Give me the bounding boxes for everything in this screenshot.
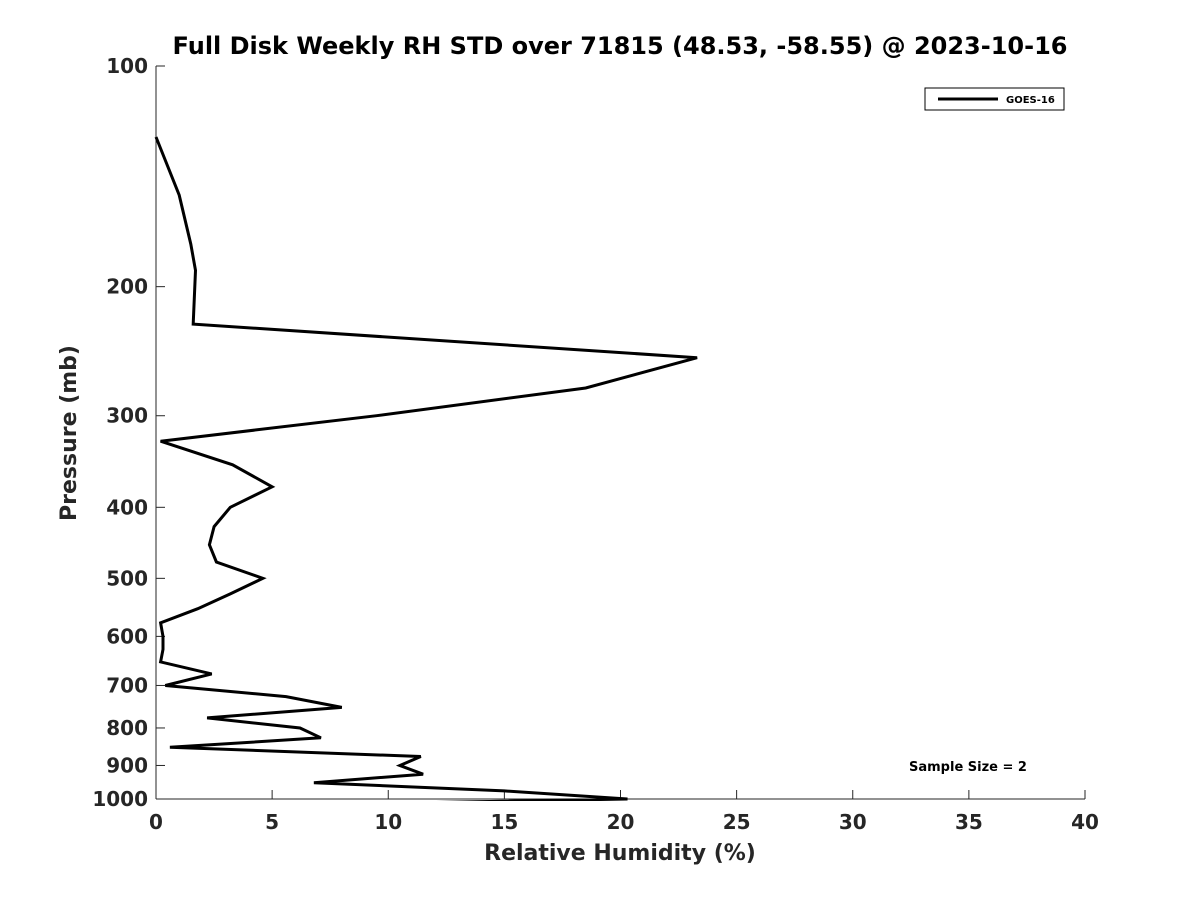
y-tick-label: 1000 bbox=[92, 787, 148, 811]
x-tick-label: 0 bbox=[149, 810, 163, 834]
x-axis-label: Relative Humidity (%) bbox=[484, 841, 756, 866]
y-tick-label: 200 bbox=[106, 275, 148, 299]
x-axis-ticks: 0 5 10 15 20 25 30 35 40 bbox=[149, 790, 1099, 834]
y-tick-label: 400 bbox=[106, 495, 148, 519]
y-axis-ticks: 100 200 300 400 500 600 700 800 900 1000 bbox=[92, 54, 165, 811]
y-tick-label: 700 bbox=[106, 673, 148, 697]
y-tick-label: 600 bbox=[106, 624, 148, 648]
x-tick-label: 5 bbox=[265, 810, 279, 834]
chart-title: Full Disk Weekly RH STD over 71815 (48.5… bbox=[173, 32, 1068, 60]
legend-label-goes-16: GOES-16 bbox=[1006, 95, 1055, 106]
y-tick-label: 800 bbox=[106, 716, 148, 740]
x-tick-label: 15 bbox=[490, 810, 518, 834]
axes bbox=[155, 66, 1085, 800]
y-axis-label: Pressure (mb) bbox=[57, 345, 82, 521]
y-tick-label: 900 bbox=[106, 753, 148, 777]
y-tick-label: 500 bbox=[106, 566, 148, 590]
series-group bbox=[154, 136, 698, 801]
x-tick-label: 25 bbox=[723, 810, 751, 834]
x-tick-label: 40 bbox=[1071, 810, 1099, 834]
y-tick-label: 300 bbox=[106, 404, 148, 428]
x-tick-label: 35 bbox=[955, 810, 983, 834]
sample-size-annotation: Sample Size = 2 bbox=[909, 760, 1027, 775]
x-tick-label: 30 bbox=[839, 810, 867, 834]
legend: GOES-16 bbox=[924, 87, 1065, 111]
series-line-goes-16 bbox=[154, 136, 698, 801]
x-tick-label: 20 bbox=[607, 810, 635, 834]
x-tick-label: 10 bbox=[374, 810, 402, 834]
y-tick-label: 100 bbox=[106, 54, 148, 78]
